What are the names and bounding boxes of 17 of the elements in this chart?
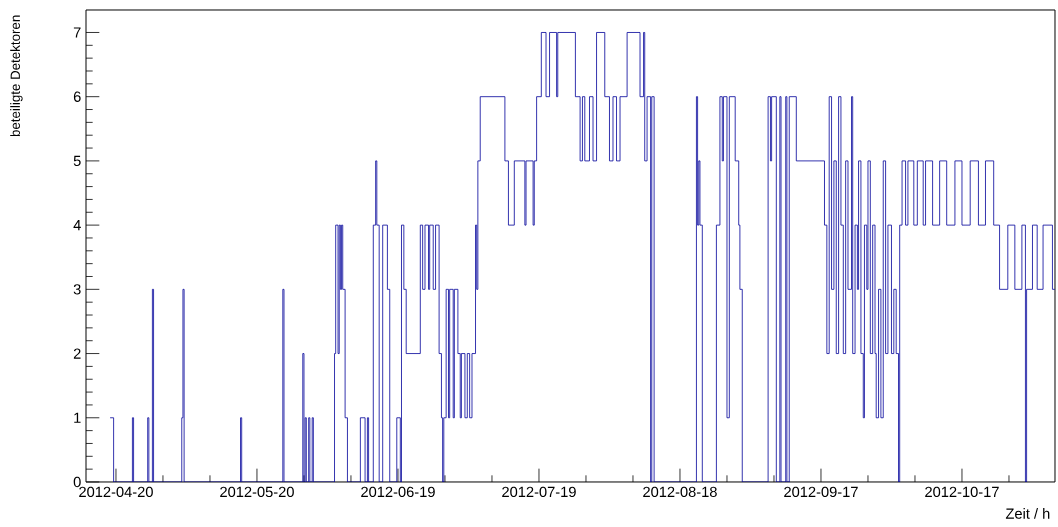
x-tick-label: 2012-07-19 [502,486,576,498]
x-tick-label: 2012-05-20 [220,486,294,498]
y-tick-label: 0 [73,476,81,488]
y-tick-label: 1 [74,412,81,423]
x-axis-title: Zeit / h [1005,508,1050,519]
y-tick-label: 6 [73,91,81,102]
x-tick-label: 2012-08-18 [643,486,717,498]
x-tick-label: 2012-10-17 [925,486,999,498]
y-tick-label: 5 [73,155,81,167]
x-tick-label: 2012-09-17 [784,486,858,498]
y-tick-label: 3 [73,284,81,295]
y-tick-label: 7 [73,27,81,38]
x-tick-label: 2012-06-19 [361,486,435,498]
y-tick-label: 2 [73,348,81,359]
y-tick-label: 4 [73,220,81,231]
x-tick-label: 2012-04-20 [79,486,153,498]
y-axis-title: beteiligte Detektoren [10,15,23,137]
